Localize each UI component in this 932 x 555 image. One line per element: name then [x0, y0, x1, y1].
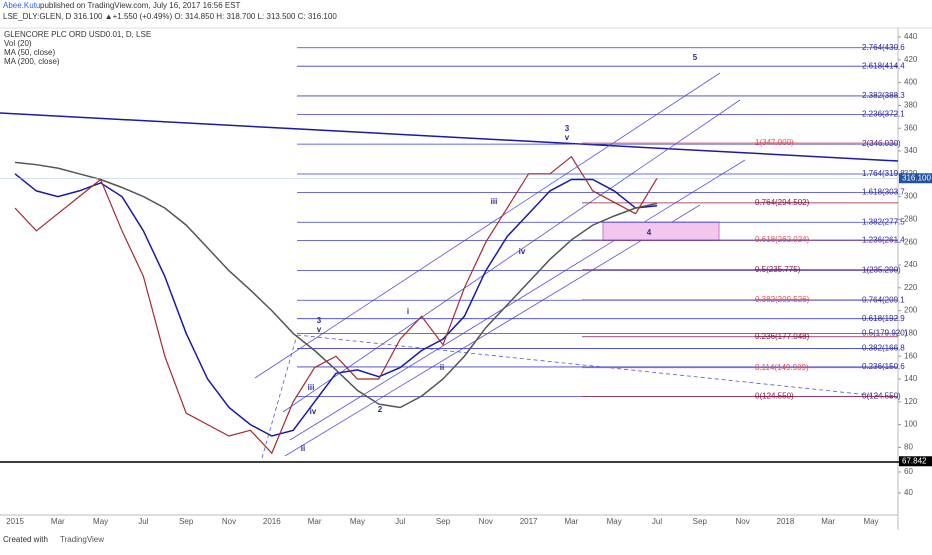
fib-label: 0.236(150.6: [862, 362, 905, 371]
price-line: [14, 155, 658, 455]
x-tick-label: Jul: [652, 517, 662, 526]
x-tick-label: Jul: [395, 517, 405, 526]
y-tick-label: 400: [904, 78, 918, 87]
wave-label: 2: [378, 405, 383, 414]
wave-label: 3: [317, 316, 322, 325]
fib-label: 0.382(166.8: [862, 344, 905, 353]
fib-label-red: 0(124.550): [755, 392, 794, 401]
wave-label: 3: [565, 124, 570, 133]
x-tick-label: Mar: [308, 517, 322, 526]
wave-label: 4: [647, 228, 652, 237]
x-tick-label: Sep: [179, 517, 194, 526]
low-tag: [899, 456, 932, 467]
fib-label-red: 0.382(209.526): [755, 295, 810, 304]
fib-label: 2.236(372.1: [862, 110, 905, 119]
low-label: 67.842: [902, 456, 927, 465]
wave-label: i: [407, 307, 409, 316]
fib-label: 0.618(192.9: [862, 314, 905, 323]
trend-line: [0, 112, 899, 162]
x-tick-label: May: [350, 517, 365, 526]
x-tick-label: May: [93, 517, 108, 526]
fib-label: 1.382(277.5: [862, 217, 905, 226]
moving-average: [14, 173, 658, 437]
fib-label-red: 1(347.000): [755, 138, 794, 147]
channel-line: [282, 99, 741, 413]
x-tick-label: May: [863, 517, 878, 526]
dashed-line: [261, 334, 298, 459]
y-tick-label: 220: [904, 283, 918, 292]
legend-item: GLENCORE PLC ORD USD0.01, D, LSE: [4, 30, 151, 39]
y-tick-label: 440: [904, 32, 918, 41]
fib-label-red: 0.236(177.048): [755, 332, 810, 341]
y-tick-label: 120: [904, 397, 918, 406]
wave-label: iv: [519, 247, 526, 256]
y-tick-label: 200: [904, 306, 918, 315]
last-price-tag: [899, 173, 932, 184]
x-tick-label: 2016: [263, 517, 281, 526]
author: Abee.Kutu: [3, 1, 40, 10]
x-tick-label: Nov: [735, 517, 749, 526]
channel-line: [254, 72, 721, 379]
legend-item: Vol (20): [4, 39, 32, 48]
fib-label: 2.764(430.6: [862, 43, 905, 52]
channel-line: [284, 204, 701, 457]
wave-label: ii: [301, 444, 305, 453]
legend-item: MA (50, close): [4, 48, 55, 57]
fib-label-red: 0.618(262.024): [755, 235, 810, 244]
fib-label: 0.5(179.920): [862, 329, 908, 338]
wave-label: v: [317, 325, 322, 334]
moving-average: [14, 161, 658, 409]
fib-label-red: 0.5(235.775): [755, 265, 801, 274]
y-tick-label: 240: [904, 260, 918, 269]
x-tick-label: Nov: [222, 517, 236, 526]
y-tick-label: 140: [904, 374, 918, 383]
x-tick-label: Mar: [565, 517, 579, 526]
fib-label: 2.382(388.3: [862, 91, 905, 100]
x-tick-label: 2015: [6, 517, 24, 526]
x-tick-label: 2018: [777, 517, 795, 526]
y-tick-label: 260: [904, 237, 918, 246]
last-price-label: 316.100: [902, 173, 931, 182]
y-tick-label: 280: [904, 215, 918, 224]
fib-label-red: 0.764(294.502): [755, 198, 810, 207]
y-tick-label: 180: [904, 329, 918, 338]
vol-tick-label: 40: [904, 488, 913, 497]
y-tick-label: 100: [904, 420, 918, 429]
x-tick-label: Nov: [479, 517, 493, 526]
x-tick-label: Mar: [821, 517, 835, 526]
symbol-line: LSE_DLY:GLEN, D 316.100 ▲+1.550 (+0.49%)…: [3, 12, 337, 21]
x-tick-label: Sep: [693, 517, 708, 526]
wave-label: iv: [310, 407, 317, 416]
fib-label: 2(346.030): [862, 139, 901, 148]
wave-label: 5: [693, 53, 698, 62]
fib-label-red: 0.114(149.909): [755, 363, 809, 372]
target-zone: [602, 221, 720, 241]
y-tick-label: 80: [904, 443, 913, 452]
legend-item: MA (200, close): [4, 57, 60, 66]
fib-label: 2.618(414.4: [862, 61, 905, 70]
x-tick-label: Sep: [436, 517, 451, 526]
x-tick-label: Mar: [51, 517, 65, 526]
wave-label: iii: [308, 383, 315, 392]
x-tick-label: May: [607, 517, 622, 526]
vol-tick-label: 60: [904, 467, 913, 476]
x-tick-label: Jul: [138, 517, 148, 526]
fib-label: 1.764(319.8: [862, 169, 905, 178]
fib-label: 1.618(303.7: [862, 187, 905, 196]
footer-created: Created with: [3, 535, 48, 544]
wave-label: ii: [440, 363, 444, 372]
footer-brand: TradingView: [60, 535, 104, 544]
y-tick-label: 300: [904, 192, 918, 201]
y-tick-label: 380: [904, 101, 918, 110]
y-tick-label: 340: [904, 146, 918, 155]
y-tick-label: 360: [904, 123, 918, 132]
published: published on TradingView.com, July 16, 2…: [40, 1, 241, 10]
wave-label: v: [565, 133, 570, 142]
y-tick-label: 420: [904, 55, 918, 64]
x-tick-label: 2017: [520, 517, 538, 526]
wave-label: iii: [491, 197, 498, 206]
y-tick-label: 160: [904, 351, 918, 360]
